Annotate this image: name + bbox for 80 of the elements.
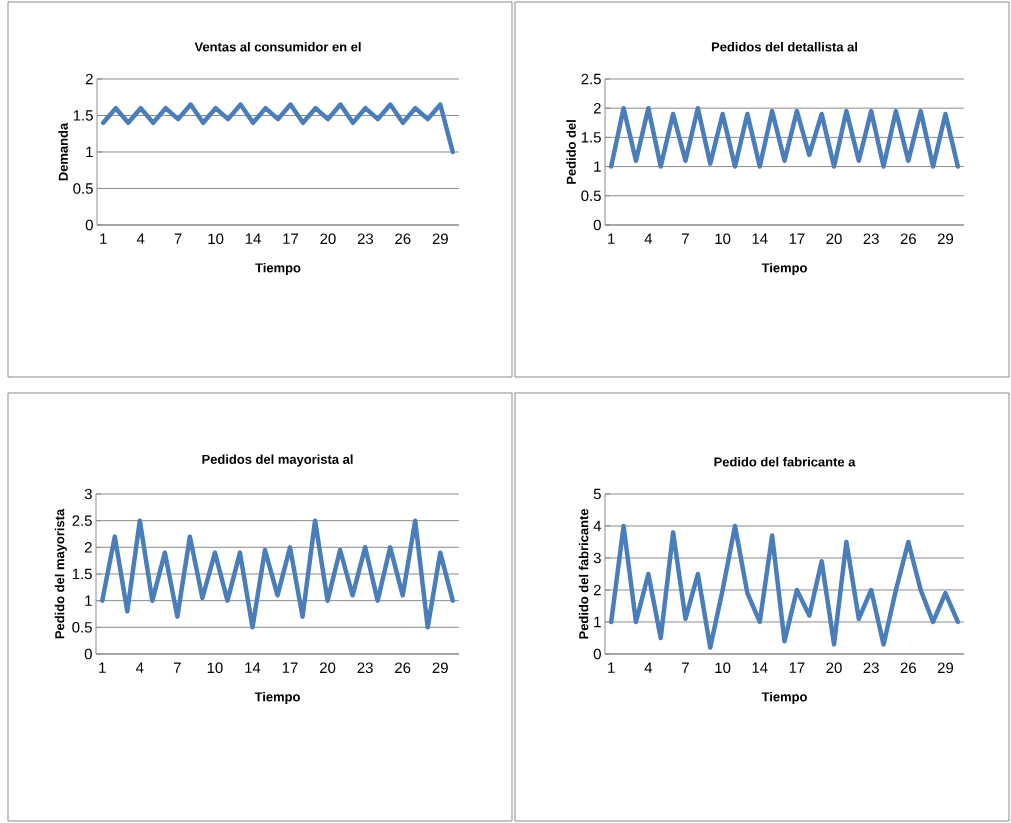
y-tick-label: 5 — [593, 488, 601, 500]
x-tick-label: 1 — [99, 662, 106, 673]
x-tick-label: 1 — [608, 233, 615, 244]
x-axis-title: Tiempo — [254, 691, 300, 704]
y-tick-label: 0 — [593, 648, 601, 660]
x-tick-label: 7 — [682, 233, 689, 244]
chart-title: Pedido del fabricante a — [714, 456, 856, 467]
x-tick-label: 14 — [245, 233, 261, 244]
y-tick-label: 0.5 — [581, 190, 601, 202]
y-tick-label: 0 — [85, 219, 93, 231]
y-tick-label: 1.5 — [581, 132, 601, 143]
x-tick-label: 20 — [826, 662, 842, 674]
x-tick-label: 23 — [863, 233, 879, 245]
x-tick-label: 20 — [826, 233, 842, 245]
y-tick-label: 2.5 — [581, 73, 601, 85]
y-tick-label: 1 — [86, 146, 93, 158]
chart-title: Pedidos del mayorista al — [202, 454, 353, 467]
y-tick-label: 2 — [84, 542, 92, 553]
y-tick-label: 3 — [84, 488, 92, 500]
x-tick-label: 10 — [208, 233, 224, 245]
y-tick-label: 4 — [593, 520, 602, 532]
x-tick-label: 14 — [245, 662, 261, 673]
x-tick-label: 4 — [136, 662, 144, 673]
x-tick-label: 23 — [357, 662, 373, 674]
x-tick-label: 26 — [395, 233, 411, 245]
x-tick-label: 26 — [395, 662, 411, 674]
x-tick-label: 17 — [282, 662, 298, 673]
line-series — [608, 523, 961, 650]
x-tick-label: 10 — [715, 662, 731, 674]
x-tick-label: 14 — [752, 662, 768, 673]
x-tick-label: 1 — [100, 233, 107, 244]
x-tick-label: 10 — [207, 662, 223, 674]
y-tick-label: 2.5 — [72, 515, 92, 526]
x-tick-label: 1 — [608, 662, 615, 673]
line-series — [101, 102, 456, 155]
x-tick-label: 20 — [320, 233, 336, 245]
x-tick-label: 4 — [644, 233, 653, 244]
line-series — [100, 518, 455, 630]
x-tick-label: 10 — [715, 233, 731, 245]
x-tick-label: 4 — [136, 233, 145, 244]
x-tick-label: 23 — [357, 233, 374, 245]
x-tick-label: 26 — [900, 233, 916, 245]
x-axis-title: Tiempo — [761, 691, 807, 704]
line-series — [608, 105, 961, 169]
y-tick-label: 0.5 — [72, 622, 92, 633]
x-tick-label: 29 — [937, 662, 954, 674]
x-tick-label: 17 — [283, 233, 299, 244]
y-tick-label: 1 — [594, 161, 601, 172]
y-axis-title: Pedido del mayorista — [54, 508, 67, 639]
x-tick-label: 23 — [863, 662, 879, 674]
y-tick-label: 0 — [593, 219, 601, 231]
x-tick-label: 20 — [320, 662, 336, 674]
x-tick-label: 29 — [432, 233, 448, 245]
y-axis-title: Pedido del — [566, 120, 576, 184]
x-tick-label: 4 — [644, 662, 653, 673]
x-axis-title: Tiempo — [255, 262, 301, 275]
x-tick-label: 29 — [937, 233, 954, 245]
x-tick-label: 7 — [682, 662, 689, 673]
y-axis-title: Demanda — [58, 122, 68, 181]
y-tick-label: 1.5 — [73, 110, 93, 121]
x-tick-label: 17 — [789, 233, 805, 244]
y-tick-label: 1 — [85, 595, 92, 606]
x-tick-label: 7 — [173, 662, 181, 673]
y-tick-label: 0.5 — [73, 183, 93, 194]
x-tick-label: 14 — [752, 233, 768, 244]
y-tick-label: 2 — [593, 584, 601, 596]
y-tick-label: 1 — [594, 616, 601, 628]
x-tick-label: 17 — [789, 662, 805, 673]
y-tick-label: 2 — [593, 102, 601, 114]
y-tick-label: 1.5 — [72, 568, 92, 580]
y-tick-label: 3 — [593, 552, 601, 564]
x-axis-title: Tiempo — [761, 262, 807, 275]
chart-title: Pedidos del detallista al — [711, 41, 858, 52]
y-tick-label: 0 — [84, 648, 92, 660]
x-tick-label: 7 — [174, 233, 182, 244]
x-tick-label: 29 — [432, 662, 448, 674]
x-tick-label: 26 — [900, 662, 916, 674]
y-tick-label: 2 — [85, 73, 93, 85]
y-axis-title: Pedido del fabricante — [578, 508, 589, 639]
chart-title: Ventas al consumidor en el — [194, 41, 361, 52]
